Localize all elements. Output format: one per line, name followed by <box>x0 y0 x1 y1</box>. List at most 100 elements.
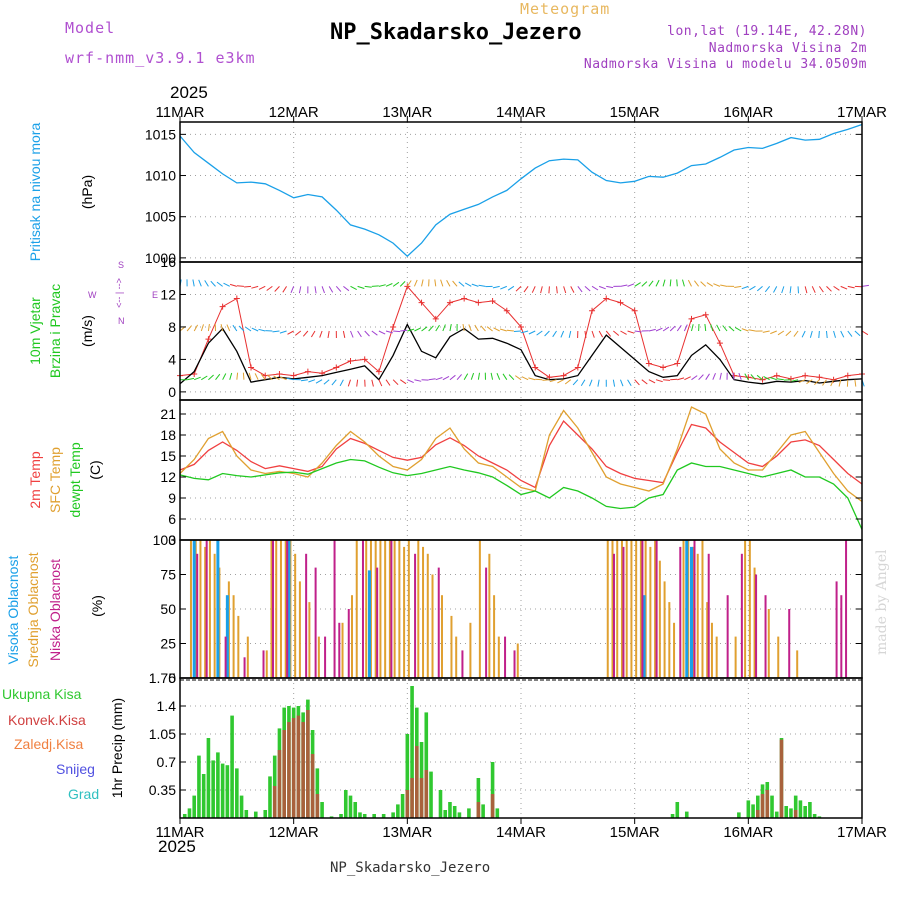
precip-bar-conv <box>756 810 760 818</box>
cloud-bar-mid <box>199 540 202 678</box>
wind-direction-arrow <box>732 372 735 380</box>
cloud-bar-low <box>485 567 488 678</box>
wind-direction-arrow <box>655 379 663 383</box>
wind-direction-arrow <box>577 286 583 293</box>
gust-line <box>179 285 863 381</box>
page-title: NP_Skadarsko_Jezero <box>330 20 582 45</box>
wind-direction-arrow <box>279 376 287 381</box>
wind-direction-arrow <box>310 330 316 338</box>
precip-bar-total <box>457 812 462 818</box>
cloud-bar-mid <box>620 540 623 678</box>
precip-bar-total <box>789 808 793 818</box>
precip-bar-conv <box>419 778 424 818</box>
cloud-bar-low <box>707 553 710 678</box>
wind-direction-arrow <box>756 285 763 292</box>
y-tick-label: 9 <box>168 490 176 506</box>
wind-direction-arrow <box>385 283 393 287</box>
precip-bar-total <box>770 795 774 818</box>
cloud-bar-mid <box>440 595 443 678</box>
wind-direction-arrow <box>232 324 238 332</box>
wind-direction-arrow <box>833 330 836 338</box>
wind-direction-arrow <box>627 283 635 287</box>
temp-line-sfc <box>179 406 863 503</box>
wind-direction-arrow <box>478 284 486 287</box>
wind-direction-arrow <box>676 279 678 287</box>
gust-marker <box>716 340 723 347</box>
precip-bar-total <box>192 795 197 818</box>
wind-direction-arrow <box>321 286 325 294</box>
precip-bar-total <box>756 795 760 818</box>
y-tick-label: 0 <box>168 670 176 686</box>
wind-direction-arrow <box>506 329 514 332</box>
cloud-bar-mid <box>668 602 671 678</box>
gust-marker <box>702 311 709 318</box>
precip-bar-total <box>675 802 680 818</box>
wind-direction-arrow <box>838 379 842 387</box>
wind-direction-arrow <box>634 330 642 333</box>
wind-direction-arrow <box>290 286 295 293</box>
wind-direction-arrow <box>749 285 756 291</box>
wind-direction-arrow <box>223 282 230 287</box>
y-tick-label: 3 <box>168 532 176 548</box>
wind-direction-arrow <box>236 285 244 287</box>
precip-bar-total <box>429 771 433 818</box>
precip-bar-conv <box>282 730 286 818</box>
wind-direction-arrow <box>458 281 465 287</box>
wind-direction-arrow <box>470 372 475 380</box>
wind-direction-arrow <box>435 377 443 381</box>
y-tick-label: 15 <box>160 448 176 464</box>
bottom-station-name: NP_Skadarsko_Jezero <box>330 860 491 876</box>
cloud-bar-high <box>287 540 291 678</box>
precip-bar-total <box>268 776 272 818</box>
wind-direction-arrow <box>364 330 370 337</box>
gust-marker <box>248 364 255 371</box>
wind-direction-arrow <box>741 328 749 332</box>
wind-direction-arrow <box>769 377 777 381</box>
wind-direction-arrow <box>597 379 600 387</box>
wind-direction-arrow <box>572 379 579 386</box>
x-tick-label-top: 15MAR <box>610 104 660 121</box>
wind-direction-arrow <box>584 285 591 292</box>
wind-direction-arrow <box>339 379 344 387</box>
wind-direction-arrow <box>392 281 400 287</box>
wind-direction-arrow <box>521 330 529 334</box>
gust-marker <box>589 307 596 314</box>
cloud-bar-low <box>655 540 658 678</box>
wind-direction-arrow <box>722 325 728 332</box>
cloud-bar-mid <box>237 615 240 678</box>
precip-bar-conv <box>287 722 291 818</box>
cloud-bar-high <box>192 540 196 678</box>
y-tick-label: 4 <box>168 351 176 367</box>
wind-direction-arrow <box>734 326 742 332</box>
precip-total-legend: Ukupna Kisa <box>2 686 82 702</box>
wind-direction-arrow <box>300 379 308 382</box>
precip-bar-total <box>353 802 358 818</box>
wind-direction-arrow <box>392 379 399 386</box>
wind-direction-arrow <box>806 379 813 385</box>
cloud-bar-mid <box>384 540 387 678</box>
cloud-low-title: Niska Oblacnost <box>47 559 63 661</box>
cloud-bar-mid <box>796 650 799 678</box>
wind-direction-arrow <box>258 285 266 290</box>
wind-direction-arrow <box>734 285 742 288</box>
wind-direction-arrow <box>598 330 604 338</box>
wind-direction-arrow <box>606 285 614 289</box>
precip-bar-total <box>320 802 324 818</box>
wind-direction-arrow <box>486 326 493 332</box>
y-tick-label: 25 <box>160 636 176 652</box>
precip-bar-conv <box>315 794 320 818</box>
gust-marker <box>375 368 382 375</box>
x-tick-label-bottom: 14MAR <box>496 824 546 841</box>
cloud-bar-mid <box>673 622 676 678</box>
cloud-bar-mid <box>388 540 391 678</box>
wind-direction-arrow <box>502 373 508 380</box>
wind-direction-arrow <box>861 330 869 336</box>
cloud-bar-low <box>414 553 417 678</box>
precip-bar-total <box>443 810 448 818</box>
wind-direction-arrow <box>825 330 828 339</box>
wind-direction-arrow <box>407 328 415 332</box>
wind-direction-arrow <box>449 324 452 332</box>
temp-sfc-title: SFC Temp <box>47 447 63 513</box>
wind-direction-arrow <box>251 327 259 332</box>
x-tick-label-top: 16MAR <box>723 104 773 121</box>
